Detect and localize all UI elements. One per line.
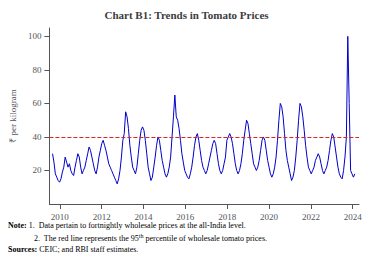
svg-text:Note:: Note: xyxy=(8,221,27,230)
svg-text:2022: 2022 xyxy=(302,212,320,222)
svg-text:100: 100 xyxy=(28,31,42,41)
svg-text:2012: 2012 xyxy=(93,212,111,222)
svg-text:Chart B1: Trends in Tomato Pri: Chart B1: Trends in Tomato Prices xyxy=(104,9,269,21)
svg-text:2024: 2024 xyxy=(344,212,363,222)
svg-text:2. The red line represents th: 2. The red line represents the 95 xyxy=(34,234,139,243)
svg-text:₹ per kilogram: ₹ per kilogram xyxy=(8,89,18,143)
svg-text:40: 40 xyxy=(32,132,42,142)
svg-text:CEIC; and RBI staff estimates.: CEIC; and RBI staff estimates. xyxy=(39,245,138,254)
svg-text:20: 20 xyxy=(32,165,42,175)
svg-text:percentile of wholesale tomato: percentile of wholesale tomato prices. xyxy=(144,234,268,243)
svg-text:2014: 2014 xyxy=(135,212,154,222)
svg-text:80: 80 xyxy=(32,65,42,75)
svg-text:60: 60 xyxy=(32,98,42,108)
svg-text:th: th xyxy=(138,233,144,239)
svg-text:2016: 2016 xyxy=(176,212,195,222)
svg-text:2020: 2020 xyxy=(260,212,279,222)
svg-text:2010: 2010 xyxy=(51,212,69,222)
svg-text:2018: 2018 xyxy=(218,212,237,222)
svg-text:1. Data pertain to fortnightl: 1. Data pertain to fortnightly wholesale… xyxy=(29,221,246,230)
svg-text:Sources:: Sources: xyxy=(8,245,37,254)
